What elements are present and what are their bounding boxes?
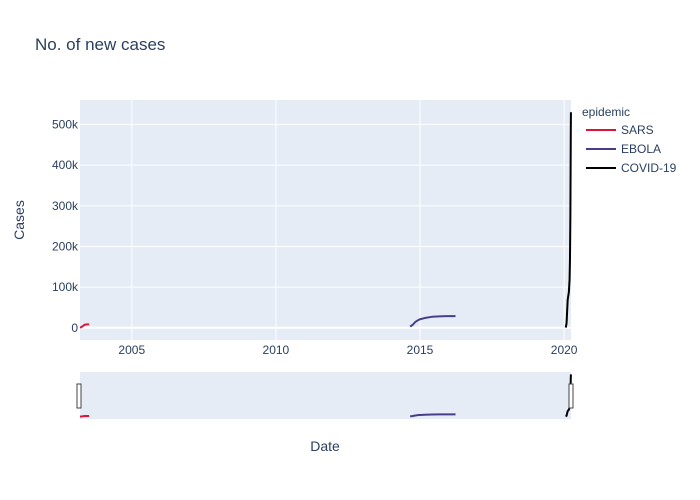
- x-tick-label: 2015: [407, 343, 434, 357]
- legend-item-sars[interactable]: SARS: [586, 123, 654, 137]
- range-slider[interactable]: [80, 372, 571, 419]
- series-line-covid-19[interactable]: [564, 112, 572, 328]
- series-lines: [79, 112, 572, 329]
- x-tick-label: 2020: [551, 343, 578, 357]
- range-slider-line-sars: [79, 414, 90, 418]
- x-tick-label: 2005: [118, 343, 145, 357]
- y-tick-label: 400k: [52, 158, 79, 172]
- y-tick-label: 0: [71, 321, 78, 335]
- legend-label: COVID-19: [621, 161, 677, 175]
- series-line-ebola[interactable]: [409, 315, 456, 328]
- range-slider-line-ebola: [410, 413, 456, 418]
- legend-item-covid-19[interactable]: COVID-19: [586, 161, 677, 175]
- chart-title: No. of new cases: [35, 35, 165, 54]
- x-axis-title: Date: [310, 438, 340, 454]
- axis-ticks: 2005 2010 2015 2020 0 100k 200k 300k 400k 500k: [52, 117, 578, 357]
- x-tick-label: 2010: [263, 343, 290, 357]
- y-tick-label: 500k: [52, 117, 79, 131]
- legend-label: SARS: [621, 123, 654, 137]
- legend-item-ebola[interactable]: EBOLA: [586, 142, 661, 156]
- plot-area[interactable]: [80, 100, 571, 340]
- y-axis-title: Cases: [11, 200, 27, 240]
- legend: SARS EBOLA COVID-19: [586, 123, 677, 175]
- y-tick-label: 200k: [52, 239, 79, 253]
- range-slider-left-handle[interactable]: [76, 383, 82, 409]
- legend-label: EBOLA: [621, 142, 661, 156]
- grid: [80, 100, 571, 340]
- series-line-sars[interactable]: [79, 323, 90, 329]
- y-tick-label: 100k: [52, 280, 79, 294]
- range-slider-right-handle[interactable]: [568, 383, 574, 409]
- legend-title: epidemic: [582, 105, 630, 119]
- y-tick-label: 300k: [52, 199, 79, 213]
